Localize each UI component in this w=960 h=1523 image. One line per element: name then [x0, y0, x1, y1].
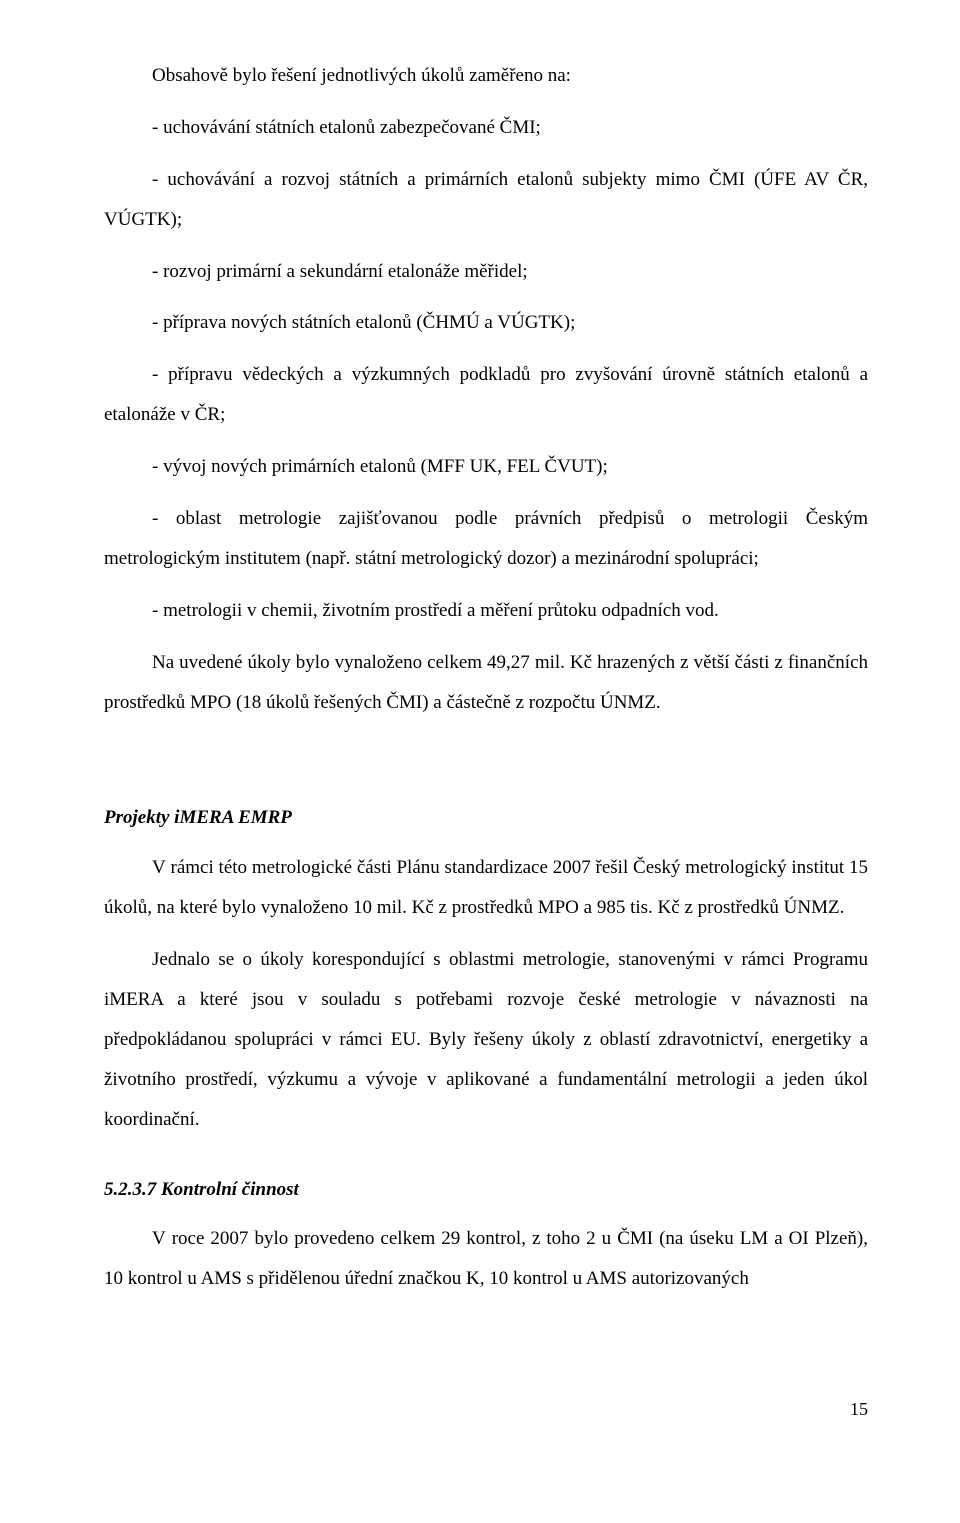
- bullet-1: - uchovávání státních etalonů zabezpečov…: [104, 108, 868, 148]
- intro-line: Obsahově bylo řešení jednotlivých úkolů …: [104, 56, 868, 96]
- bullet-4: - příprava nových státních etalonů (ČHMÚ…: [104, 303, 868, 343]
- document-page: Obsahově bylo řešení jednotlivých úkolů …: [0, 0, 960, 1469]
- para-prep: - přípravu vědeckých a výzkumných podkla…: [104, 355, 868, 435]
- bullet-2: - uchovávání a rozvoj státních a primárn…: [104, 160, 868, 240]
- bullet-vyvoj: - vývoj nových primárních etalonů (MFF U…: [104, 447, 868, 487]
- section2-para1: V roce 2007 bylo provedeno celkem 29 kon…: [104, 1219, 868, 1299]
- section-gap: [104, 734, 868, 774]
- section1-para1: V rámci této metrologické části Plánu st…: [104, 848, 868, 928]
- section-heading-kontrol: 5.2.3.7 Kontrolní činnost: [104, 1170, 868, 1210]
- para-oblast: - oblast metrologie zajišťovanou podle p…: [104, 499, 868, 579]
- bullet-3: - rozvoj primární a sekundární etalonáže…: [104, 252, 868, 292]
- section-heading-imera: Projekty iMERA EMRP: [104, 798, 868, 838]
- page-number: 15: [104, 1391, 868, 1429]
- para-total: Na uvedené úkoly bylo vynaloženo celkem …: [104, 643, 868, 723]
- bullet-chem: - metrologii v chemii, životním prostřed…: [104, 591, 868, 631]
- section1-para2: Jednalo se o úkoly korespondující s obla…: [104, 940, 868, 1139]
